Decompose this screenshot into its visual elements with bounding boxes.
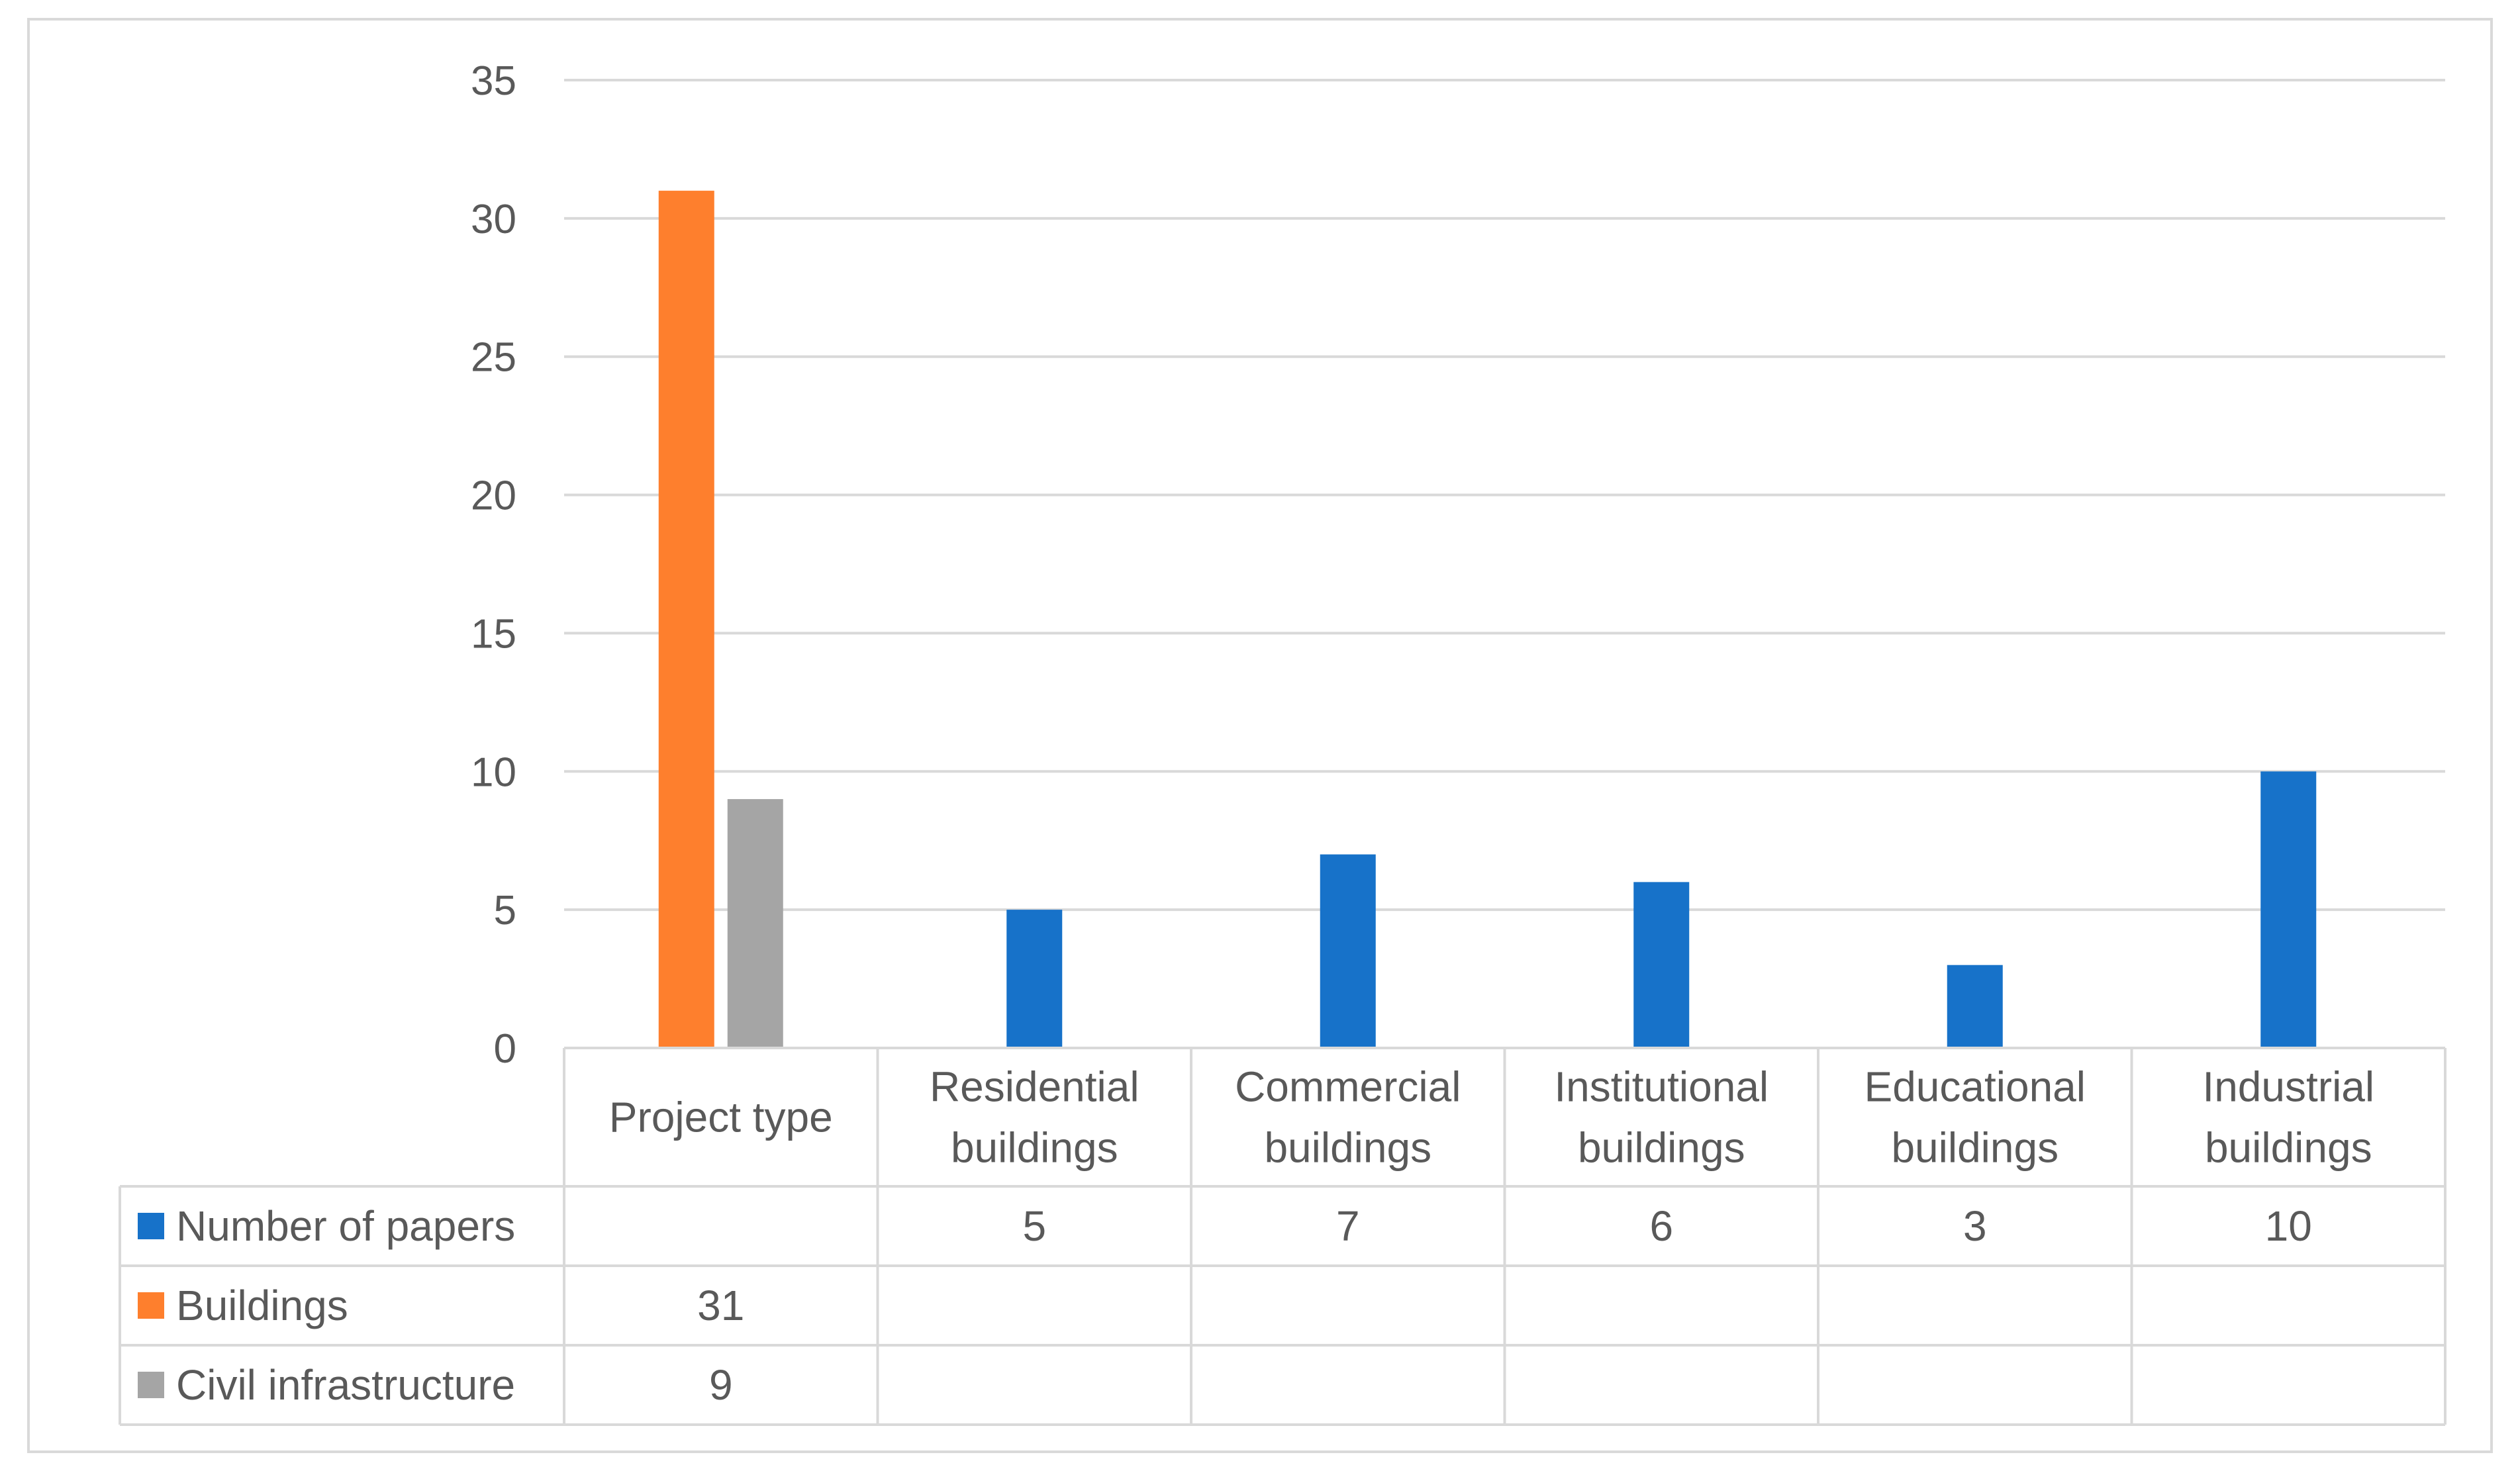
bar bbox=[727, 799, 783, 1048]
data-table-value: 5 bbox=[1022, 1202, 1046, 1250]
data-table-value: 31 bbox=[697, 1282, 744, 1329]
bar bbox=[1006, 910, 1063, 1048]
series-name: Buildings bbox=[176, 1282, 348, 1329]
bar bbox=[658, 191, 714, 1049]
legend-key bbox=[138, 1372, 164, 1398]
y-tick-label: 0 bbox=[494, 1026, 516, 1072]
category-label: Educational buildings bbox=[1865, 1063, 2086, 1172]
bar bbox=[1633, 882, 1690, 1048]
y-tick-label: 25 bbox=[471, 335, 516, 381]
y-tick-label: 15 bbox=[471, 611, 516, 657]
series-name: Number of papers bbox=[176, 1202, 515, 1250]
category-label: Project type bbox=[609, 1094, 833, 1141]
category-label: Institutional buildings bbox=[1554, 1063, 1769, 1172]
category-label: Industrial buildings bbox=[2202, 1063, 2374, 1172]
y-axis: 0 5 10 15 20 25 30 35 bbox=[471, 58, 516, 1072]
series-name: Civil infrastructure bbox=[176, 1361, 515, 1409]
data-table: Project type Residential buildings Commerci… bbox=[119, 1047, 2447, 1426]
data-table-value: 10 bbox=[2265, 1202, 2312, 1250]
chart-border bbox=[27, 18, 2493, 1453]
bar bbox=[2260, 771, 2317, 1048]
bar bbox=[1320, 854, 1376, 1048]
legend-key bbox=[138, 1292, 164, 1319]
category-label: Commercial buildings bbox=[1235, 1063, 1461, 1172]
y-tick-label: 35 bbox=[471, 58, 516, 104]
legend-key bbox=[138, 1213, 164, 1239]
data-table-value: 6 bbox=[1649, 1202, 1673, 1250]
data-table-value: 3 bbox=[1963, 1202, 1987, 1250]
y-tick-label: 5 bbox=[494, 888, 516, 933]
bars bbox=[658, 191, 2317, 1049]
y-tick-label: 30 bbox=[471, 197, 516, 242]
y-tick-label: 10 bbox=[471, 749, 516, 795]
gridlines bbox=[564, 79, 2445, 912]
bar bbox=[1947, 965, 2003, 1048]
data-table-value: 9 bbox=[709, 1361, 733, 1409]
y-tick-label: 20 bbox=[471, 473, 516, 519]
category-label: Residential buildings bbox=[930, 1063, 1139, 1172]
data-table-value: 7 bbox=[1336, 1202, 1360, 1250]
